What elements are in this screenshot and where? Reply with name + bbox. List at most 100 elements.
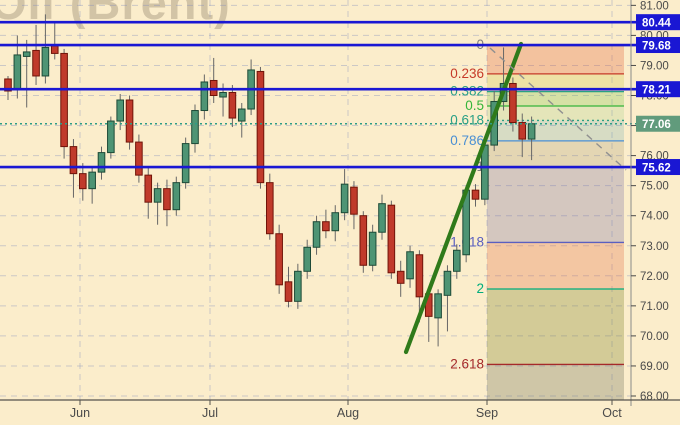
candles	[4, 14, 536, 347]
price-tag-box	[636, 37, 680, 54]
candle-body-up	[191, 110, 199, 145]
price-axis-label: 69.00	[640, 361, 669, 373]
price-tag: 78.21	[636, 81, 680, 98]
candle	[22, 39, 31, 108]
price-axis-label: 68.00	[640, 391, 669, 403]
price-axis-label: 71.00	[640, 301, 669, 313]
fib-band-0	[487, 45, 624, 74]
candle	[41, 14, 50, 84]
candle-body-up	[116, 99, 125, 122]
fib-band-2.618	[487, 364, 624, 400]
candle	[406, 245, 414, 288]
candle	[153, 182, 162, 225]
candle-body-up	[331, 212, 340, 232]
candle-body-down	[471, 189, 480, 200]
candle-body-down	[509, 82, 517, 124]
candle	[97, 146, 106, 180]
candle	[312, 215, 321, 255]
fib-level-label-2.618: 2.618	[450, 356, 484, 371]
time-axis-label: Jul	[202, 406, 218, 420]
candle-body-up	[237, 108, 246, 122]
trend-line[interactable]	[403, 41, 524, 355]
fib-band-0.236	[487, 73, 624, 92]
price-tag: 75.62	[636, 159, 680, 176]
candle	[181, 137, 190, 189]
candle-body-up	[406, 251, 414, 280]
fib-level-label-2: 2	[476, 281, 484, 296]
candle-body-up	[107, 120, 115, 154]
current-price-tag-text: 77.06	[642, 119, 671, 131]
candle-body-up	[303, 246, 311, 272]
price-tag: 79.68	[636, 37, 680, 54]
candle-body-up	[340, 183, 349, 214]
price-axis[interactable]: 81.0080.0079.0078.0077.0076.0075.0074.00…	[630, 0, 669, 406]
fib-band-1.618	[487, 242, 624, 290]
candle-body-down	[144, 174, 153, 203]
time-axis[interactable]: Jun Jul Aug Sep Oct	[0, 399, 680, 420]
candle	[209, 57, 218, 104]
candle-body-up	[200, 81, 209, 112]
current-price-tag-box	[636, 115, 680, 132]
candle	[228, 84, 237, 128]
candle	[191, 104, 199, 153]
candle	[443, 265, 452, 332]
time-axis-label: Aug	[337, 406, 359, 420]
fib-level-label-0.236: 0.236	[450, 66, 484, 81]
candle	[378, 194, 386, 240]
fib-band-1	[487, 167, 624, 243]
candle	[387, 200, 396, 279]
time-axis-label: Sep	[476, 406, 498, 420]
candle-body-up	[294, 270, 302, 302]
projection-dashed-line[interactable]	[489, 47, 627, 171]
candle-body-up	[97, 152, 106, 173]
candle	[294, 263, 302, 309]
candle-body-down	[256, 70, 265, 184]
candle	[275, 224, 283, 294]
candle-body-down	[275, 233, 283, 286]
candle	[359, 211, 368, 273]
price-tag-box	[636, 159, 680, 176]
candle	[60, 48, 68, 159]
candle-body-up	[13, 54, 22, 90]
fib-band-0.786	[487, 140, 624, 168]
price-tag-text: 79.68	[642, 41, 671, 53]
support-resistance-lines[interactable]	[0, 20, 636, 169]
candle	[69, 139, 78, 198]
candle	[237, 103, 246, 138]
candle	[172, 176, 181, 216]
price-tag-text: 80.44	[642, 18, 671, 30]
candle	[434, 289, 442, 347]
candle	[453, 244, 461, 279]
candle-body-down	[518, 122, 527, 140]
candle-body-down	[322, 221, 330, 232]
price-axis-label: 73.00	[640, 241, 669, 253]
fib-band-0.5	[487, 106, 624, 121]
current-price-tag: 77.06	[636, 115, 680, 132]
candle-body-down	[69, 146, 78, 175]
price-tag: 80.44	[636, 14, 680, 31]
candle-body-down	[228, 91, 237, 119]
candle-body-up	[219, 91, 227, 98]
instrument-watermark: Oil (Brent)	[0, 0, 231, 29]
candle-body-down	[60, 52, 68, 148]
candle-body-up	[41, 46, 50, 77]
fib-level-label-0.786: 0.786	[450, 133, 484, 148]
candle	[144, 167, 153, 219]
candle	[163, 179, 171, 227]
price-axis-label: 70.00	[640, 331, 669, 343]
candle-body-up	[88, 171, 96, 190]
candle	[331, 205, 340, 242]
fib-band-2	[487, 289, 624, 365]
candle	[50, 21, 59, 60]
candle-body-down	[4, 78, 12, 92]
price-tag-box	[636, 14, 680, 31]
price-tag-box	[636, 81, 680, 98]
candle	[350, 181, 358, 230]
candle	[396, 260, 405, 297]
candle-body-up	[434, 293, 442, 319]
candle	[107, 116, 115, 159]
candle	[471, 184, 480, 207]
